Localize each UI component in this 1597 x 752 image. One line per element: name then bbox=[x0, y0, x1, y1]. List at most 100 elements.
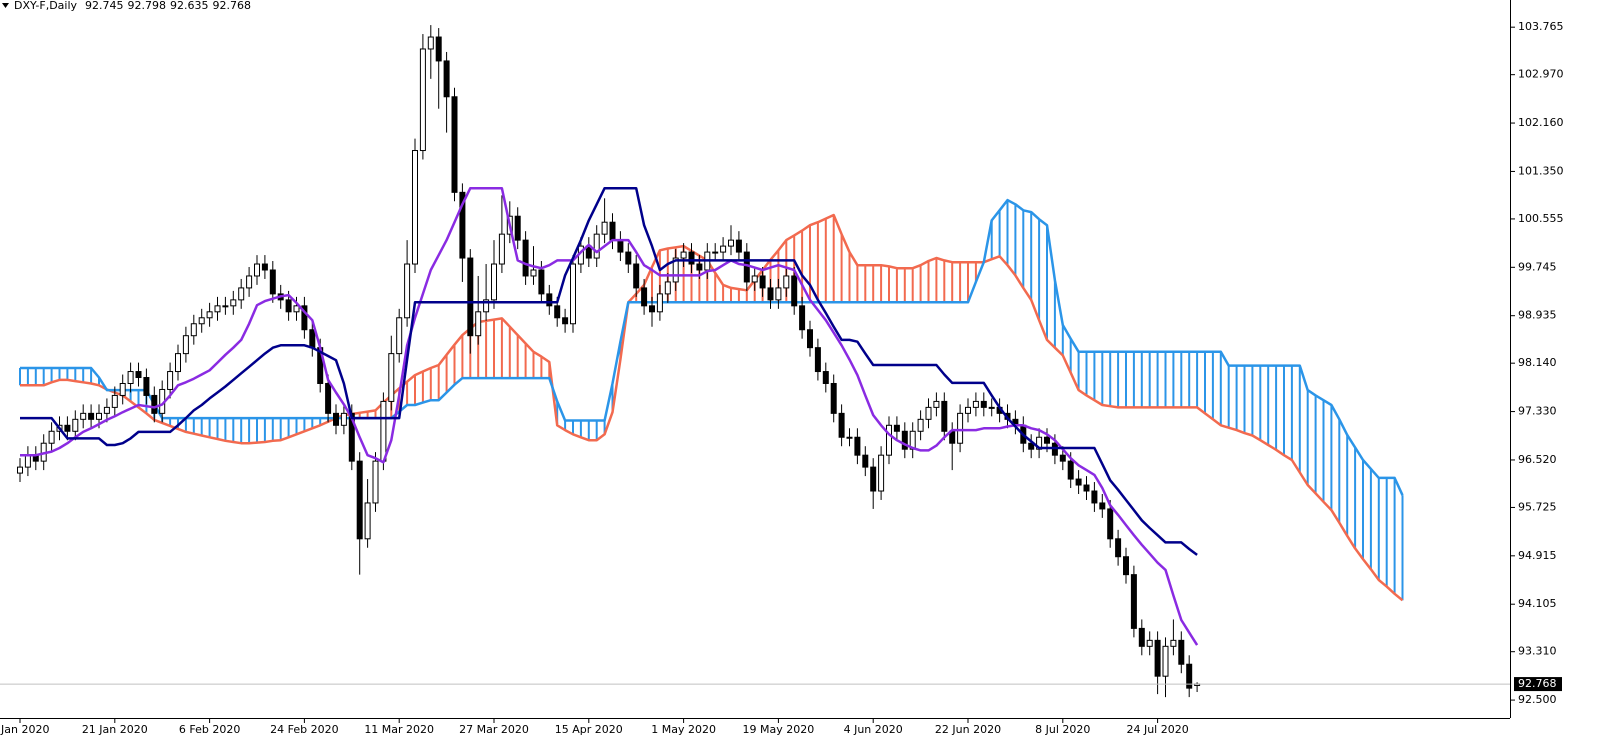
candle-body bbox=[372, 460, 379, 504]
candle-body bbox=[712, 251, 719, 254]
candle-body bbox=[775, 287, 782, 301]
candle-body bbox=[206, 311, 213, 319]
y-tick-label: 102.160 bbox=[1518, 116, 1564, 129]
candle-body bbox=[238, 287, 245, 301]
candle-body bbox=[1138, 627, 1145, 647]
candle-body bbox=[17, 466, 23, 474]
candle-body bbox=[672, 257, 679, 283]
x-tick-label: 4 Jun 2020 bbox=[844, 723, 903, 736]
candle-body bbox=[380, 400, 387, 462]
candle-body bbox=[893, 424, 900, 432]
candle-body bbox=[957, 412, 964, 444]
x-tick-label: 21 Jan 2020 bbox=[82, 723, 148, 736]
x-tick-label: 3 Jan 2020 bbox=[0, 723, 49, 736]
y-tick-label: 102.970 bbox=[1518, 68, 1564, 81]
candle-body bbox=[198, 317, 205, 325]
y-tick-label: 94.915 bbox=[1518, 549, 1557, 562]
x-tick-label: 24 Feb 2020 bbox=[270, 723, 338, 736]
candle-body bbox=[72, 418, 79, 432]
candle-body bbox=[143, 377, 150, 396]
candle-body bbox=[1107, 508, 1114, 540]
candle-body bbox=[814, 347, 821, 373]
candle-body bbox=[1067, 460, 1074, 480]
candle-body bbox=[48, 430, 55, 444]
candle-body bbox=[870, 466, 877, 492]
candle-body bbox=[680, 251, 687, 259]
candle-body bbox=[1044, 436, 1050, 444]
candle-body bbox=[1162, 645, 1169, 677]
candle-body bbox=[396, 317, 403, 355]
candle-body bbox=[293, 305, 300, 313]
candle-body bbox=[404, 263, 411, 319]
symbol: DXY-F,Daily bbox=[14, 0, 78, 12]
candle-body bbox=[435, 36, 442, 62]
candle-body bbox=[340, 412, 347, 426]
candle-body bbox=[570, 263, 576, 325]
candle-body bbox=[862, 454, 869, 468]
candle-body bbox=[167, 371, 174, 390]
x-tick-label: 11 Mar 2020 bbox=[364, 723, 434, 736]
candle-body bbox=[269, 269, 276, 295]
candle-body bbox=[593, 233, 600, 259]
x-tick-label: 22 Jun 2020 bbox=[935, 723, 1001, 736]
candle-body bbox=[364, 502, 371, 540]
candle-body bbox=[412, 150, 418, 265]
x-tick-label: 1 May 2020 bbox=[651, 723, 716, 736]
candle-body bbox=[546, 293, 553, 307]
candle-body bbox=[475, 311, 482, 337]
y-tick-label: 92.500 bbox=[1518, 693, 1557, 706]
candle-body bbox=[388, 353, 395, 402]
candle-body bbox=[103, 406, 110, 414]
candle-body bbox=[1091, 490, 1098, 504]
candle-body bbox=[609, 221, 616, 241]
candle-body bbox=[688, 251, 695, 265]
candle-body bbox=[830, 382, 837, 414]
candle-body bbox=[190, 323, 197, 337]
candle-body bbox=[562, 317, 569, 325]
candle-body bbox=[767, 287, 774, 301]
candle-body bbox=[799, 305, 806, 331]
candle-body bbox=[1178, 639, 1185, 665]
candle-body bbox=[491, 263, 497, 301]
candle-body bbox=[538, 269, 545, 295]
candle-body bbox=[451, 96, 458, 193]
candle-body bbox=[625, 251, 632, 265]
candle-body bbox=[182, 335, 189, 355]
x-tick-label: 6 Feb 2020 bbox=[179, 723, 240, 736]
candle-body bbox=[119, 382, 126, 396]
header-high: 92.798 bbox=[128, 0, 167, 12]
candle-body bbox=[941, 400, 948, 432]
y-tick-label: 94.105 bbox=[1518, 597, 1557, 610]
header-open: 92.745 bbox=[85, 0, 124, 12]
candle-body bbox=[1099, 502, 1106, 510]
candle-body bbox=[254, 263, 260, 277]
x-tick-label: 24 Jul 2020 bbox=[1126, 723, 1188, 736]
y-tick-label: 101.350 bbox=[1518, 164, 1564, 177]
y-tick-label: 99.745 bbox=[1518, 260, 1557, 273]
y-tick-label: 96.520 bbox=[1518, 453, 1557, 466]
y-tick-label: 93.310 bbox=[1518, 645, 1557, 658]
candle-body bbox=[24, 454, 31, 468]
candle-body bbox=[135, 371, 142, 379]
candle-body bbox=[807, 329, 813, 349]
candle-body bbox=[151, 394, 158, 414]
candle-body bbox=[886, 424, 892, 456]
candle-body bbox=[483, 299, 490, 313]
candle-body bbox=[356, 460, 363, 540]
chart-header: DXY-F,Daily 92.745 92.798 92.635 92.768 bbox=[14, 0, 251, 12]
candle-body bbox=[261, 263, 268, 271]
candle-body bbox=[64, 424, 71, 432]
candle-body bbox=[925, 406, 932, 420]
senkou-span-b bbox=[20, 198, 1404, 496]
candle-body bbox=[498, 233, 505, 265]
candle-body bbox=[285, 299, 292, 313]
candle-body bbox=[530, 269, 537, 277]
candle-body bbox=[641, 287, 648, 307]
x-tick-label: 8 Jul 2020 bbox=[1035, 723, 1090, 736]
candle-body bbox=[309, 329, 316, 349]
current-price-box bbox=[1514, 677, 1562, 692]
candle-body bbox=[720, 245, 727, 253]
kijun-sen bbox=[20, 186, 1198, 556]
candle-body bbox=[1059, 454, 1066, 462]
